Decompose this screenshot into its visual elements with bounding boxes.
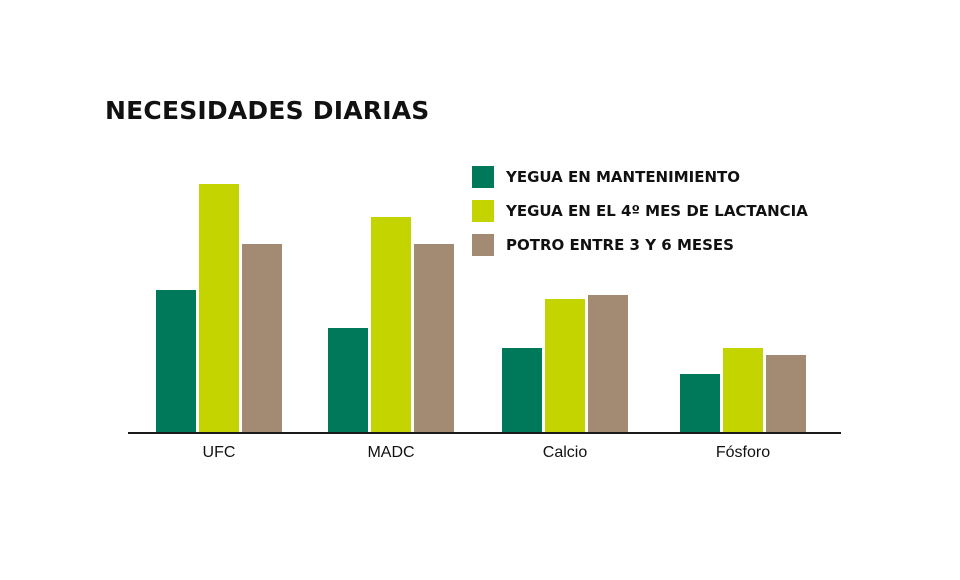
x-tick-label: Fósforo — [716, 444, 770, 461]
x-tick-label: UFC — [203, 444, 236, 461]
bar-fosforo-series-1 — [680, 374, 720, 432]
bar-fosforo-series-3 — [766, 355, 806, 432]
chart-title: NECESIDADES DIARIAS — [105, 96, 430, 125]
bar-calcio-series-2 — [545, 299, 585, 432]
legend-item-maintenance: YEGUA EN MANTENIMIENTO — [472, 160, 808, 194]
x-tick-label: Calcio — [543, 444, 588, 461]
legend-swatch — [472, 234, 494, 256]
legend-label: YEGUA EN MANTENIMIENTO — [506, 168, 740, 186]
legend-swatch — [472, 200, 494, 222]
bar-ufc-series-3 — [242, 244, 282, 432]
legend-item-lactation: YEGUA EN EL 4º MES DE LACTANCIA — [472, 194, 808, 228]
bar-madc-series-3 — [414, 244, 454, 432]
bar-madc-series-1 — [328, 328, 368, 432]
bar-calcio-series-3 — [588, 295, 628, 432]
x-tick-label: MADC — [367, 444, 414, 461]
bar-madc-series-2 — [371, 217, 411, 432]
legend-label: YEGUA EN EL 4º MES DE LACTANCIA — [506, 202, 808, 220]
bar-ufc-series-2 — [199, 184, 239, 432]
legend-swatch — [472, 166, 494, 188]
legend-label: POTRO ENTRE 3 Y 6 MESES — [506, 236, 734, 254]
bar-fosforo-series-2 — [723, 348, 763, 432]
bar-ufc-series-1 — [156, 290, 196, 432]
legend-item-foal: POTRO ENTRE 3 Y 6 MESES — [472, 228, 808, 262]
bar-calcio-series-1 — [502, 348, 542, 432]
chart-legend: YEGUA EN MANTENIMIENTO YEGUA EN EL 4º ME… — [472, 160, 808, 262]
